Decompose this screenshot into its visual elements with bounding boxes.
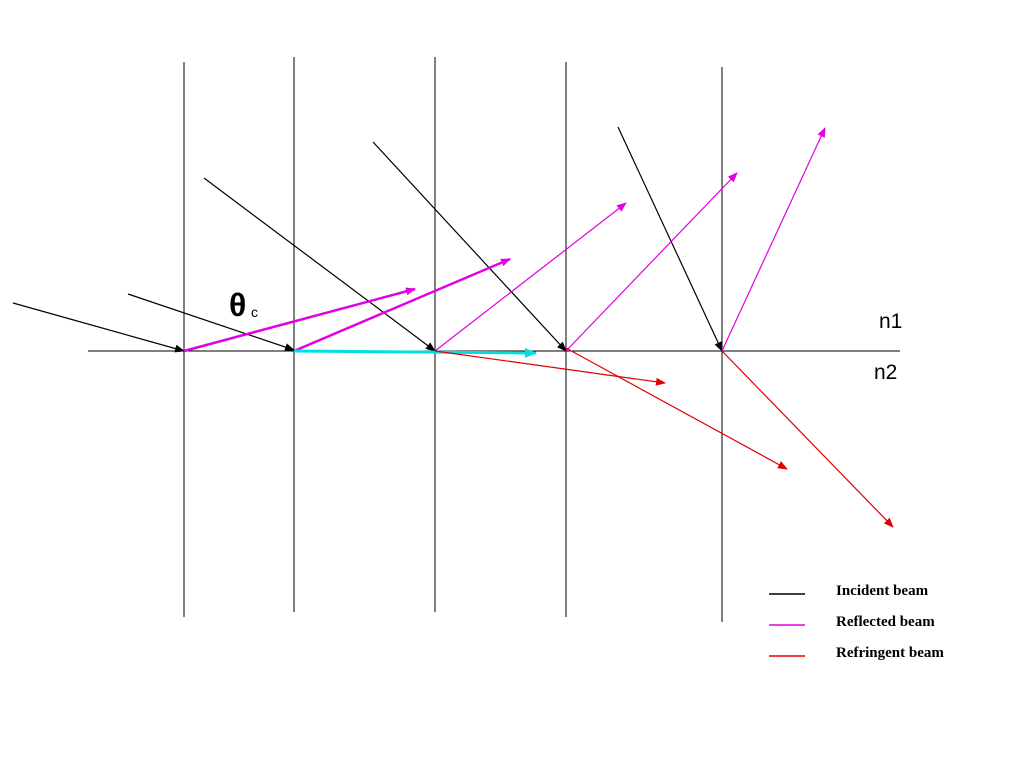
legend-label: Incident beam: [836, 583, 929, 599]
grid-lines: [88, 57, 900, 622]
reflected-beam: [721, 127, 826, 352]
medium-label: n2: [874, 361, 897, 384]
surface-beam: [293, 347, 537, 358]
reflected-beams: [183, 127, 826, 353]
medium-label: n1: [879, 310, 902, 333]
reflected-beam: [183, 287, 416, 353]
incident-beams: [12, 126, 723, 353]
theta-sub: c: [251, 304, 258, 320]
reflected-beam: [293, 257, 511, 353]
incident-beam: [617, 126, 723, 352]
refringent-beam: [565, 347, 788, 470]
theta: θ: [229, 287, 246, 323]
incident-beam: [127, 293, 295, 351]
reflected-beam: [434, 202, 627, 352]
incident-beam: [372, 141, 567, 352]
legend: Incident beam Reflected beam Refringent …: [769, 583, 944, 661]
incident-beam: [12, 302, 185, 353]
legend-label: Reflected beam: [836, 614, 935, 630]
refringent-beams: [434, 347, 894, 528]
reflected-beam: [565, 172, 738, 352]
refringent-beam: [434, 350, 666, 386]
incident-beam: [203, 177, 436, 352]
refringent-beam: [721, 350, 894, 528]
legend-label: Refringent beam: [836, 645, 944, 661]
